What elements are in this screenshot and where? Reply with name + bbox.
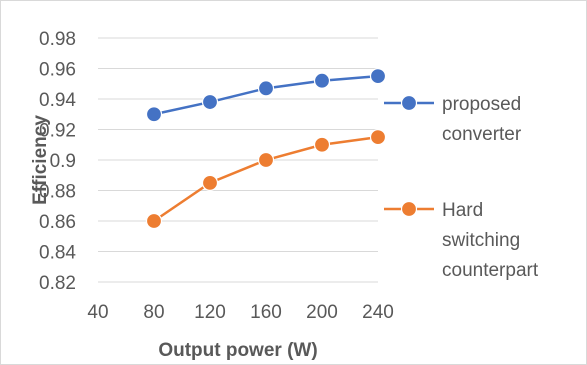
data-point	[145, 106, 163, 123]
data-point	[257, 151, 275, 169]
x-tick-labels: 40 80 120 160 200 240	[87, 302, 393, 323]
x-tick-label: 40	[87, 302, 108, 323]
y-tick-label: 0.82	[39, 273, 76, 294]
legend-label: converter	[442, 124, 522, 145]
gridlines	[98, 37, 378, 283]
data-point	[313, 72, 331, 89]
data-point	[257, 80, 275, 97]
data-point	[313, 136, 331, 153]
legend-label: proposed	[442, 94, 521, 115]
y-tick-label: 0.92	[39, 121, 76, 142]
legend: proposed converter Hard switching counterpar…	[384, 94, 539, 281]
data-point	[201, 174, 219, 191]
data-point	[369, 129, 387, 146]
legend-label: switching	[442, 230, 520, 251]
x-tick-label: 160	[250, 302, 282, 323]
data-point	[201, 93, 219, 111]
legend-marker-1	[400, 94, 418, 112]
x-axis-title: Output power (W)	[158, 340, 317, 361]
y-axis-title: Efficiency	[30, 115, 51, 205]
series-group	[145, 68, 387, 230]
x-tick-label: 80	[143, 302, 164, 323]
y-tick-label: 0.98	[39, 29, 76, 50]
y-tick-label: 0.86	[39, 212, 76, 233]
x-tick-label: 240	[362, 302, 394, 323]
y-tick-labels: 0.82 0.84 0.86 0.88 0.9 0.92 0.94 0.96 0.98	[39, 29, 76, 294]
y-tick-label: 0.94	[39, 90, 76, 111]
legend-label: Hard	[442, 200, 483, 221]
y-tick-label: 0.96	[39, 60, 76, 81]
x-tick-label: 200	[306, 302, 338, 323]
legend-label: counterpart	[442, 260, 539, 281]
legend-marker-2	[400, 200, 418, 218]
y-tick-label: 0.88	[39, 182, 76, 203]
x-tick-label: 120	[194, 302, 226, 323]
y-tick-label: 0.84	[39, 243, 76, 264]
series-line-2	[153, 135, 379, 223]
data-point	[369, 68, 387, 85]
data-point	[145, 212, 163, 230]
y-tick-label: 0.9	[50, 151, 76, 172]
